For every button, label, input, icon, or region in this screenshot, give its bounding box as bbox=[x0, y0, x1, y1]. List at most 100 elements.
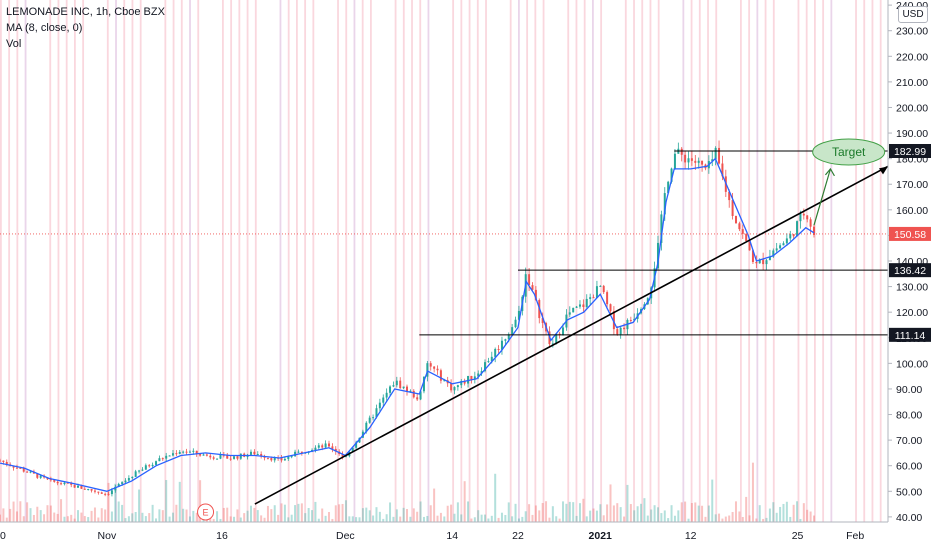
volume-bar bbox=[578, 503, 581, 522]
volume-bar bbox=[344, 500, 347, 522]
candle-body bbox=[216, 458, 219, 460]
volume-bar bbox=[171, 512, 174, 522]
candle-body bbox=[324, 443, 327, 448]
session-band bbox=[575, 0, 578, 522]
candle-body bbox=[273, 457, 276, 461]
session-band bbox=[822, 0, 825, 522]
volume-bar bbox=[93, 507, 96, 522]
session-band bbox=[772, 0, 775, 522]
candle-body bbox=[507, 334, 510, 340]
candle-body bbox=[83, 488, 86, 490]
candle-body bbox=[796, 221, 799, 237]
ma-line bbox=[0, 157, 815, 492]
candle-body bbox=[562, 327, 565, 335]
session-band bbox=[0, 0, 2, 522]
session-band bbox=[830, 0, 833, 522]
volume-bar bbox=[53, 512, 56, 522]
volume-bar bbox=[304, 513, 307, 522]
candle-body bbox=[802, 213, 805, 216]
volume-bar bbox=[148, 513, 151, 522]
session-band bbox=[370, 0, 372, 522]
volume-bar bbox=[555, 516, 558, 522]
session-band bbox=[16, 0, 19, 522]
candle-body bbox=[477, 373, 480, 377]
volume-bar bbox=[266, 505, 269, 522]
symbol-title: LEMONADE INC, 1h, Cboe BZX bbox=[6, 6, 165, 18]
volume-bar bbox=[633, 510, 636, 522]
volume-bar bbox=[229, 516, 232, 522]
volume-bar bbox=[331, 518, 334, 522]
volume-bar bbox=[283, 504, 286, 522]
volume-bar bbox=[422, 516, 425, 522]
volume-bar bbox=[572, 502, 575, 522]
candle-body bbox=[616, 329, 619, 335]
currency-button[interactable]: USD bbox=[898, 6, 928, 23]
session-band bbox=[411, 0, 413, 522]
volume-bar bbox=[246, 510, 249, 522]
volume-bar bbox=[589, 510, 592, 522]
candle-body bbox=[168, 455, 171, 457]
volume-bar bbox=[43, 514, 46, 522]
volume-bar bbox=[273, 505, 276, 522]
volume-bar bbox=[307, 508, 310, 522]
candle-body bbox=[375, 408, 378, 418]
session-band bbox=[698, 0, 701, 522]
volume-bar bbox=[19, 501, 22, 522]
volume-bar bbox=[392, 516, 395, 522]
session-band bbox=[74, 0, 76, 522]
volume-bar bbox=[789, 516, 792, 522]
volume-bar bbox=[222, 507, 225, 522]
earnings-marker[interactable] bbox=[197, 503, 215, 521]
volume-bar bbox=[514, 503, 517, 522]
volume-indicator-label[interactable]: Vol bbox=[6, 38, 22, 50]
volume-bar bbox=[758, 505, 761, 522]
candle-body bbox=[433, 366, 436, 369]
session-band bbox=[567, 0, 570, 522]
ma-indicator-label[interactable]: MA (8, close, 0) bbox=[6, 22, 83, 34]
session-band bbox=[649, 0, 652, 522]
level-price-label: 136.42 bbox=[894, 265, 926, 277]
y-tick-label: 130.00 bbox=[896, 282, 928, 294]
trend-line[interactable] bbox=[254, 165, 889, 505]
volume-bar bbox=[239, 517, 242, 522]
volume-bar bbox=[178, 481, 181, 522]
candle-body bbox=[558, 333, 561, 335]
candle-body bbox=[500, 340, 503, 350]
volume-bar bbox=[117, 501, 120, 522]
session-band bbox=[345, 0, 348, 522]
candle-body bbox=[473, 376, 476, 380]
x-tick-label: 20 bbox=[0, 530, 6, 542]
candle-body bbox=[599, 285, 602, 287]
volume-bar bbox=[813, 515, 815, 522]
target-arrow[interactable] bbox=[813, 168, 832, 226]
candle-body bbox=[283, 458, 286, 461]
candle-body bbox=[585, 298, 588, 308]
candle-body bbox=[514, 319, 517, 328]
volume-bar bbox=[311, 510, 314, 522]
volume-bar bbox=[473, 517, 476, 522]
volume-bar bbox=[256, 510, 259, 522]
session-band bbox=[509, 0, 512, 522]
candle-body bbox=[260, 454, 263, 457]
volume-bars bbox=[0, 462, 815, 522]
candle-body bbox=[155, 461, 158, 465]
last-price-label: 150.58 bbox=[894, 229, 926, 241]
volume-bar bbox=[375, 507, 378, 522]
candle-body bbox=[426, 363, 429, 377]
volume-bar bbox=[378, 511, 381, 522]
candle-body bbox=[389, 386, 392, 393]
candle-body bbox=[568, 312, 571, 315]
volume-bar bbox=[161, 510, 164, 522]
candle-body bbox=[124, 480, 127, 483]
volume-bar bbox=[802, 503, 805, 522]
target-ellipse[interactable] bbox=[812, 138, 886, 166]
volume-bar bbox=[534, 505, 537, 522]
session-band bbox=[855, 0, 857, 522]
session-band bbox=[715, 0, 718, 522]
target-arrowhead bbox=[824, 167, 835, 177]
candle-body bbox=[66, 482, 69, 484]
volume-bar bbox=[144, 516, 147, 522]
volume-bar bbox=[439, 512, 442, 522]
